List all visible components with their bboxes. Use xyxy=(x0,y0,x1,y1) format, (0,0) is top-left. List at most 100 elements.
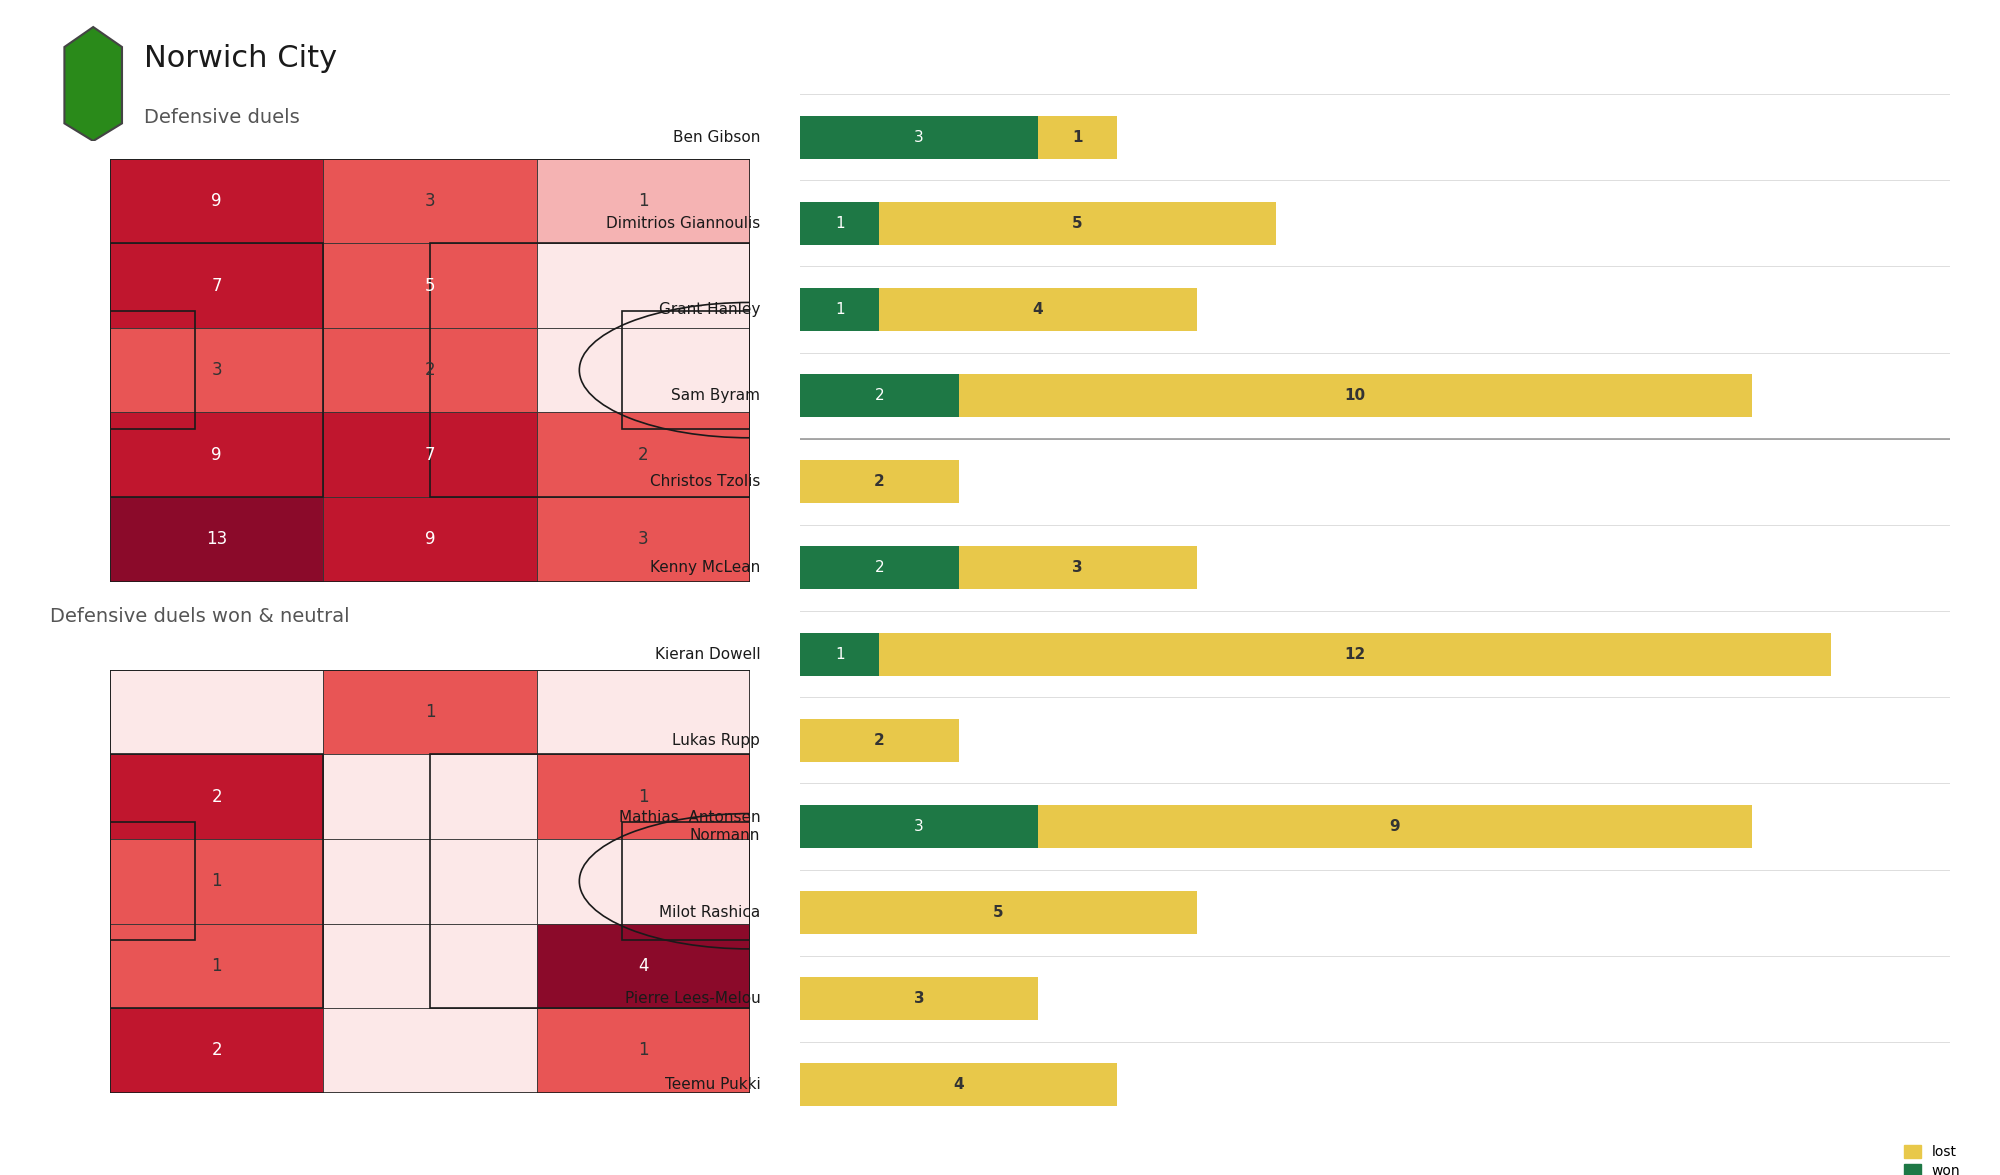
Bar xyxy=(536,1008,750,1093)
Bar xyxy=(536,754,750,839)
Text: Kieran Dowell: Kieran Dowell xyxy=(654,646,760,662)
Bar xyxy=(430,243,750,497)
Bar xyxy=(110,328,324,412)
Text: 1: 1 xyxy=(212,956,222,975)
Text: 1: 1 xyxy=(424,703,436,721)
Bar xyxy=(800,202,880,244)
Bar xyxy=(110,754,324,1008)
Bar xyxy=(110,1008,324,1093)
Bar xyxy=(110,839,324,924)
Bar xyxy=(536,670,750,754)
Text: Kenny McLean: Kenny McLean xyxy=(650,560,760,576)
Bar xyxy=(430,754,750,1008)
Text: 2: 2 xyxy=(638,445,648,464)
Text: 3: 3 xyxy=(638,530,648,549)
Bar xyxy=(622,311,750,429)
Text: 1: 1 xyxy=(834,646,844,662)
Text: Mathias  Antonsen
Normann: Mathias Antonsen Normann xyxy=(618,811,760,842)
Bar xyxy=(536,159,750,243)
Text: Ben Gibson: Ben Gibson xyxy=(672,129,760,145)
Text: 9: 9 xyxy=(212,192,222,210)
Text: 3: 3 xyxy=(1072,560,1082,576)
Bar xyxy=(110,243,324,497)
Bar xyxy=(536,924,750,1008)
Text: 1: 1 xyxy=(834,302,844,317)
Text: 10: 10 xyxy=(1344,388,1366,403)
Text: 9: 9 xyxy=(424,530,436,549)
Text: 5: 5 xyxy=(1072,216,1082,230)
Bar xyxy=(880,632,1832,676)
Text: 5: 5 xyxy=(424,276,436,295)
Bar xyxy=(110,159,324,243)
Text: 9: 9 xyxy=(212,445,222,464)
Bar xyxy=(536,497,750,582)
Text: 3: 3 xyxy=(212,361,222,380)
Text: Christos Tzolis: Christos Tzolis xyxy=(650,475,760,489)
Text: 2: 2 xyxy=(424,361,436,380)
Bar xyxy=(536,412,750,497)
Text: Norwich City: Norwich City xyxy=(144,45,336,73)
Bar xyxy=(324,412,536,497)
Bar xyxy=(800,805,1038,848)
Bar xyxy=(110,243,324,328)
Text: 2: 2 xyxy=(874,733,884,747)
Bar xyxy=(800,719,958,761)
Bar xyxy=(110,754,324,839)
Text: 2: 2 xyxy=(212,1041,222,1060)
Text: Teemu Pukki: Teemu Pukki xyxy=(664,1077,760,1093)
Text: 3: 3 xyxy=(424,192,436,210)
Text: 1: 1 xyxy=(1072,129,1082,145)
Bar xyxy=(324,328,536,412)
Text: Sam Byram: Sam Byram xyxy=(672,388,760,403)
Polygon shape xyxy=(64,27,122,141)
Text: 7: 7 xyxy=(424,445,436,464)
Text: Pierre Lees-Melou: Pierre Lees-Melou xyxy=(624,992,760,1006)
Text: 4: 4 xyxy=(1032,302,1044,317)
Text: 5: 5 xyxy=(992,905,1004,920)
Text: Dimitrios Giannoulis: Dimitrios Giannoulis xyxy=(606,216,760,230)
Bar xyxy=(1038,115,1118,159)
Bar xyxy=(880,288,1196,331)
Text: 7: 7 xyxy=(212,276,222,295)
Text: Milot Rashica: Milot Rashica xyxy=(660,905,760,920)
Bar xyxy=(800,891,1196,934)
Text: 13: 13 xyxy=(206,530,228,549)
Text: 2: 2 xyxy=(874,560,884,576)
Bar xyxy=(800,374,958,417)
Text: 1: 1 xyxy=(638,787,648,806)
Bar xyxy=(800,546,958,590)
Bar xyxy=(324,839,536,924)
Bar xyxy=(536,328,750,412)
Bar xyxy=(110,412,324,497)
Bar xyxy=(536,243,750,328)
Bar xyxy=(800,1063,1118,1107)
Bar xyxy=(110,670,324,754)
Text: 3: 3 xyxy=(914,129,924,145)
Bar xyxy=(880,202,1276,244)
Text: 2: 2 xyxy=(212,787,222,806)
Text: 9: 9 xyxy=(1390,819,1400,834)
Bar xyxy=(800,288,880,331)
Bar xyxy=(110,924,324,1008)
Bar xyxy=(800,461,958,503)
Legend: lost, won: lost, won xyxy=(1898,1140,1966,1175)
Text: 1: 1 xyxy=(638,1041,648,1060)
Text: 12: 12 xyxy=(1344,646,1366,662)
Text: 3: 3 xyxy=(914,992,924,1006)
Bar xyxy=(324,754,536,839)
Bar xyxy=(110,311,196,429)
Bar xyxy=(1038,805,1752,848)
Bar xyxy=(324,159,536,243)
Bar xyxy=(958,546,1196,590)
Text: 4: 4 xyxy=(638,956,648,975)
Text: 2: 2 xyxy=(874,388,884,403)
Text: Grant Hanley: Grant Hanley xyxy=(658,302,760,317)
Bar xyxy=(536,839,750,924)
Bar xyxy=(324,243,536,328)
Bar xyxy=(110,822,196,940)
Bar xyxy=(324,497,536,582)
Bar xyxy=(800,978,1038,1020)
Bar xyxy=(324,1008,536,1093)
Text: Defensive duels won & neutral: Defensive duels won & neutral xyxy=(50,607,350,626)
Text: Defensive duels: Defensive duels xyxy=(144,108,300,127)
